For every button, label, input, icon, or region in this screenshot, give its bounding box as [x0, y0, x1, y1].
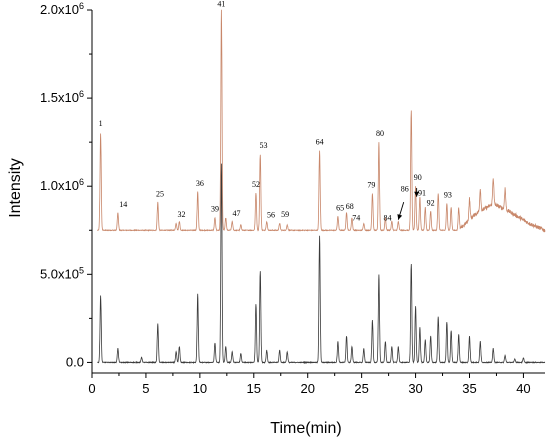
peak-arrow-head: [414, 191, 420, 197]
peak-label: 53: [259, 141, 267, 150]
y-tick-label: 5.0x105: [40, 265, 84, 281]
peak-label: 41: [217, 0, 225, 8]
y-tick-label: 1.5x106: [40, 89, 84, 105]
y-tick-label: 2.0x106: [40, 1, 84, 17]
peak-labels: 1 14 25 32 36 39 41 47 52 53 56 59 64 65 68 74 79 80 84 86 9…: [99, 0, 452, 222]
plot-lines: [97, 9, 546, 365]
peak-label: 1: [99, 119, 103, 128]
x-tick-label: 5: [142, 381, 149, 396]
axes: 0 5 10 15 20 25 30 35 40 0.0 5.0x105 1.0x106 1.5x106…: [40, 1, 545, 396]
y-tick-label: 1.0x106: [40, 177, 84, 193]
peak-label: 80: [376, 129, 384, 138]
y-axis-title: Intensity: [7, 158, 24, 218]
peak-label: 86: [401, 184, 409, 193]
peak-label: 52: [252, 180, 260, 189]
peak-label: 92: [427, 198, 435, 207]
x-tick-label: 40: [516, 381, 530, 396]
peak-label: 47: [233, 209, 241, 218]
series-line-upper: [97, 9, 546, 233]
peak-label: 68: [346, 202, 354, 211]
peak-label: 39: [211, 205, 219, 214]
peak-label: 64: [316, 138, 324, 147]
peak-label: 79: [367, 181, 375, 190]
peak-arrow-head: [397, 214, 403, 220]
peak-label: 84: [384, 213, 392, 222]
series-line-lower: [97, 163, 546, 365]
x-tick-label: 35: [462, 381, 476, 396]
peak-label: 59: [281, 210, 289, 219]
x-tick-label: 15: [247, 381, 261, 396]
peak-label: 65: [336, 204, 344, 213]
y-tick-label: 0.0: [66, 354, 84, 369]
x-tick-label: 25: [354, 381, 368, 396]
peak-label: 56: [267, 211, 275, 220]
x-tick-label: 10: [193, 381, 207, 396]
peak-label: 32: [178, 210, 186, 219]
x-tick-label: 30: [408, 381, 422, 396]
peak-label: 90: [414, 173, 422, 182]
x-axis-title: Time(min): [270, 420, 341, 437]
x-tick-label: 0: [88, 381, 95, 396]
peak-label: 74: [352, 213, 360, 222]
x-tick-label: 20: [300, 381, 314, 396]
peak-label: 25: [156, 190, 164, 199]
peak-label: 93: [444, 190, 452, 199]
peak-label: 91: [418, 189, 426, 198]
peak-label: 14: [119, 200, 127, 209]
peak-label: 36: [196, 179, 204, 188]
